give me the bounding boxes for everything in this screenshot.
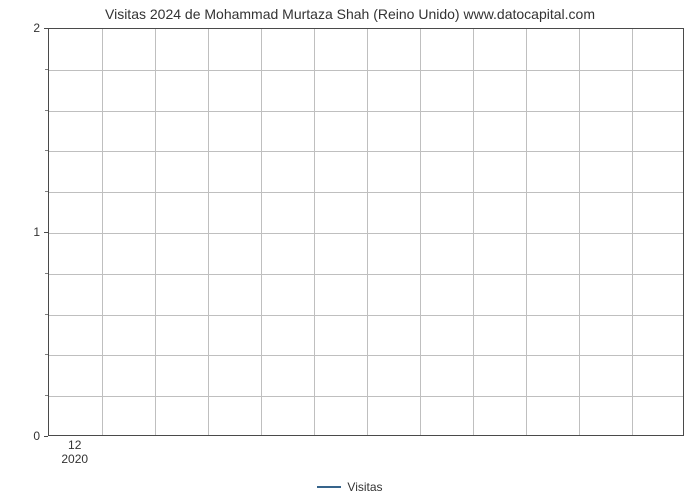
gridline-horizontal	[49, 233, 683, 234]
gridline-horizontal	[49, 315, 683, 316]
gridline-vertical	[367, 29, 368, 435]
gridline-horizontal	[49, 192, 683, 193]
gridline-vertical	[208, 29, 209, 435]
y-tick-mark	[44, 436, 48, 437]
gridline-vertical	[420, 29, 421, 435]
gridline-vertical	[579, 29, 580, 435]
gridline-horizontal	[49, 70, 683, 71]
chart-title: Visitas 2024 de Mohammad Murtaza Shah (R…	[0, 6, 700, 22]
gridline-vertical	[473, 29, 474, 435]
gridline-vertical	[155, 29, 156, 435]
y-minor-tick	[45, 314, 48, 315]
legend-label: Visitas	[347, 480, 382, 494]
gridline-horizontal	[49, 396, 683, 397]
y-tick-label: 2	[20, 21, 40, 35]
y-tick-mark	[44, 28, 48, 29]
x-tick-label: 12	[68, 438, 81, 452]
chart-container: Visitas 2024 de Mohammad Murtaza Shah (R…	[0, 0, 700, 500]
gridline-vertical	[261, 29, 262, 435]
gridline-vertical	[314, 29, 315, 435]
x-sub-label: 2020	[61, 452, 88, 466]
y-tick-mark	[44, 232, 48, 233]
legend: Visitas	[0, 479, 700, 494]
gridline-vertical	[102, 29, 103, 435]
gridline-horizontal	[49, 355, 683, 356]
y-minor-tick	[45, 69, 48, 70]
y-minor-tick	[45, 273, 48, 274]
y-minor-tick	[45, 150, 48, 151]
gridline-vertical	[632, 29, 633, 435]
legend-line-icon	[317, 486, 341, 488]
gridline-horizontal	[49, 111, 683, 112]
y-minor-tick	[45, 110, 48, 111]
y-minor-tick	[45, 395, 48, 396]
plot-area	[48, 28, 684, 436]
gridline-horizontal	[49, 151, 683, 152]
gridline-vertical	[526, 29, 527, 435]
y-minor-tick	[45, 191, 48, 192]
gridline-horizontal	[49, 274, 683, 275]
y-tick-label: 1	[20, 225, 40, 239]
y-tick-label: 0	[20, 429, 40, 443]
y-minor-tick	[45, 354, 48, 355]
